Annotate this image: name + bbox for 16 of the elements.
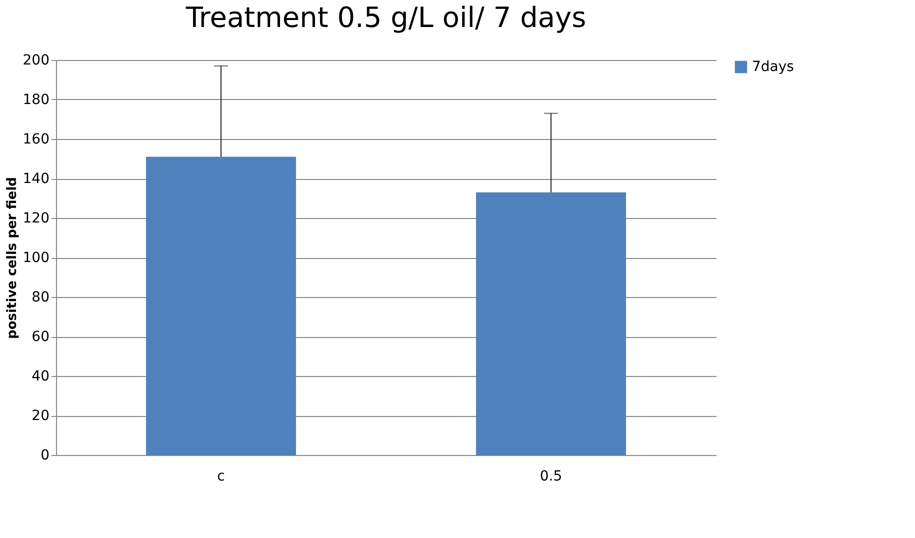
y-tick-label: 60 <box>32 329 50 345</box>
y-tick-label: 80 <box>32 290 50 306</box>
legend-label: 7days <box>752 59 794 75</box>
y-tick-label: 0 <box>40 448 50 464</box>
x-tick-label: c <box>217 468 225 484</box>
x-tick-label: 0.5 <box>540 468 562 484</box>
y-tick-label: 200 <box>22 52 50 68</box>
y-tick-label: 20 <box>32 408 50 424</box>
y-axis-title: positive cells per field <box>4 177 20 339</box>
y-tick-label: 120 <box>22 210 50 226</box>
chart-title: Treatment 0.5 g/L oil/ 7 days <box>184 1 586 34</box>
y-tick-label: 180 <box>22 92 50 108</box>
y-tick-label: 100 <box>22 250 50 266</box>
y-tick-label: 40 <box>32 368 50 384</box>
y-tick-label: 140 <box>22 171 50 187</box>
y-tick-label: 160 <box>22 132 50 148</box>
